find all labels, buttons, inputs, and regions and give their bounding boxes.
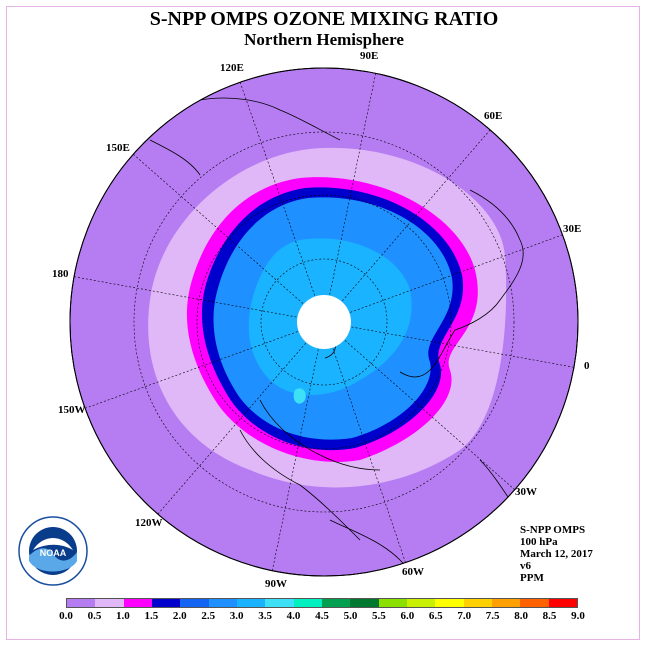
lon-label-90w: 90W bbox=[265, 578, 287, 590]
colorbar-swatch bbox=[95, 599, 124, 607]
colorbar-tick-label: 1.5 bbox=[144, 610, 159, 622]
colorbar-swatch bbox=[123, 599, 152, 607]
colorbar-tick-label: 0.0 bbox=[59, 610, 73, 622]
info-units: PPM bbox=[520, 572, 544, 584]
colorbar-tick-label: 2.0 bbox=[172, 610, 187, 622]
colorbar-swatch bbox=[463, 599, 492, 607]
colorbar-tick-label: 3.5 bbox=[258, 610, 272, 622]
colorbar-tick-label: 5.5 bbox=[372, 610, 386, 622]
colorbar-tick-label: 5.0 bbox=[343, 610, 358, 622]
colorbar-swatch bbox=[293, 599, 322, 607]
lon-label-150e: 150E bbox=[106, 142, 130, 154]
colorbar-tick-label: 3.0 bbox=[229, 610, 244, 622]
polar-gap bbox=[297, 295, 351, 349]
noaa-logo-icon: NOAA bbox=[18, 516, 88, 591]
graticule bbox=[70, 71, 578, 573]
lon-label-30e: 30E bbox=[563, 223, 582, 235]
noaa-logo-text: NOAA bbox=[40, 548, 67, 558]
colorbar-tick-label: 7.5 bbox=[485, 610, 500, 622]
map-subtitle: Northern Hemisphere bbox=[244, 30, 404, 49]
info-version: v6 bbox=[520, 560, 531, 572]
lon-label-120w: 120W bbox=[135, 517, 163, 529]
lon-label-150w: 150W bbox=[58, 404, 86, 416]
colorbar bbox=[66, 598, 578, 608]
colorbar-swatch bbox=[67, 599, 96, 607]
lon-label-0: 0 bbox=[584, 360, 590, 372]
info-date: March 12, 2017 bbox=[520, 548, 593, 560]
colorbar-swatch bbox=[208, 599, 237, 607]
colorbar-tick-label: 6.0 bbox=[400, 610, 415, 622]
colorbar-swatch bbox=[378, 599, 407, 607]
info-level: 100 hPa bbox=[520, 536, 558, 548]
colorbar-swatch bbox=[406, 599, 436, 607]
colorbar-swatch bbox=[491, 599, 521, 607]
ozone-spot bbox=[293, 388, 306, 404]
colorbar-tick-label: 4.0 bbox=[286, 610, 301, 622]
lon-label-60w: 60W bbox=[402, 566, 424, 578]
colorbar-swatch bbox=[236, 599, 266, 607]
colorbar-tick-label: 8.0 bbox=[514, 610, 528, 622]
colorbar-swatch bbox=[435, 599, 464, 607]
colorbar-tick-label: 0.5 bbox=[87, 610, 102, 622]
colorbar-tick-label: 7.0 bbox=[457, 610, 472, 622]
colorbar-tick-label: 4.5 bbox=[315, 610, 329, 622]
map-info-block: S-NPP OMPS 100 hPa March 12, 2017 v6 PPM bbox=[520, 524, 593, 584]
map-title: S-NPP OMPS OZONE MIXING RATIO bbox=[149, 8, 499, 30]
colorbar-tick-label: 8.5 bbox=[542, 610, 557, 622]
colorbar-swatch bbox=[350, 599, 379, 607]
lon-label-60e: 60E bbox=[484, 110, 503, 122]
info-instrument: S-NPP OMPS bbox=[520, 524, 586, 536]
lon-label-90e: 90E bbox=[360, 50, 379, 62]
coastlines bbox=[149, 97, 524, 576]
colorbar-tick-label: 2.5 bbox=[201, 610, 216, 622]
colorbar-swatch bbox=[265, 599, 294, 607]
colorbar-swatch bbox=[321, 599, 351, 607]
colorbar-swatch bbox=[151, 599, 181, 607]
lon-label-120e: 120E bbox=[220, 62, 244, 74]
colorbar-ticks: 0.0 0.5 1.0 1.5 2.0 2.5 3.0 3.5 4.0 4.5 5.0 5.5 6.0 6… bbox=[0, 610, 648, 624]
colorbar-swatch bbox=[548, 599, 577, 607]
figure-frame bbox=[6, 6, 640, 640]
colorbar-tick-label: 1.0 bbox=[116, 610, 130, 622]
colorbar-tick-label: 6.5 bbox=[428, 610, 443, 622]
lon-label-180: 180 bbox=[52, 268, 69, 280]
lon-label-30w: 30W bbox=[515, 486, 537, 498]
colorbar-swatch bbox=[520, 599, 549, 607]
colorbar-tick-label: 9.0 bbox=[571, 610, 585, 622]
colorbar-swatch bbox=[180, 599, 209, 607]
